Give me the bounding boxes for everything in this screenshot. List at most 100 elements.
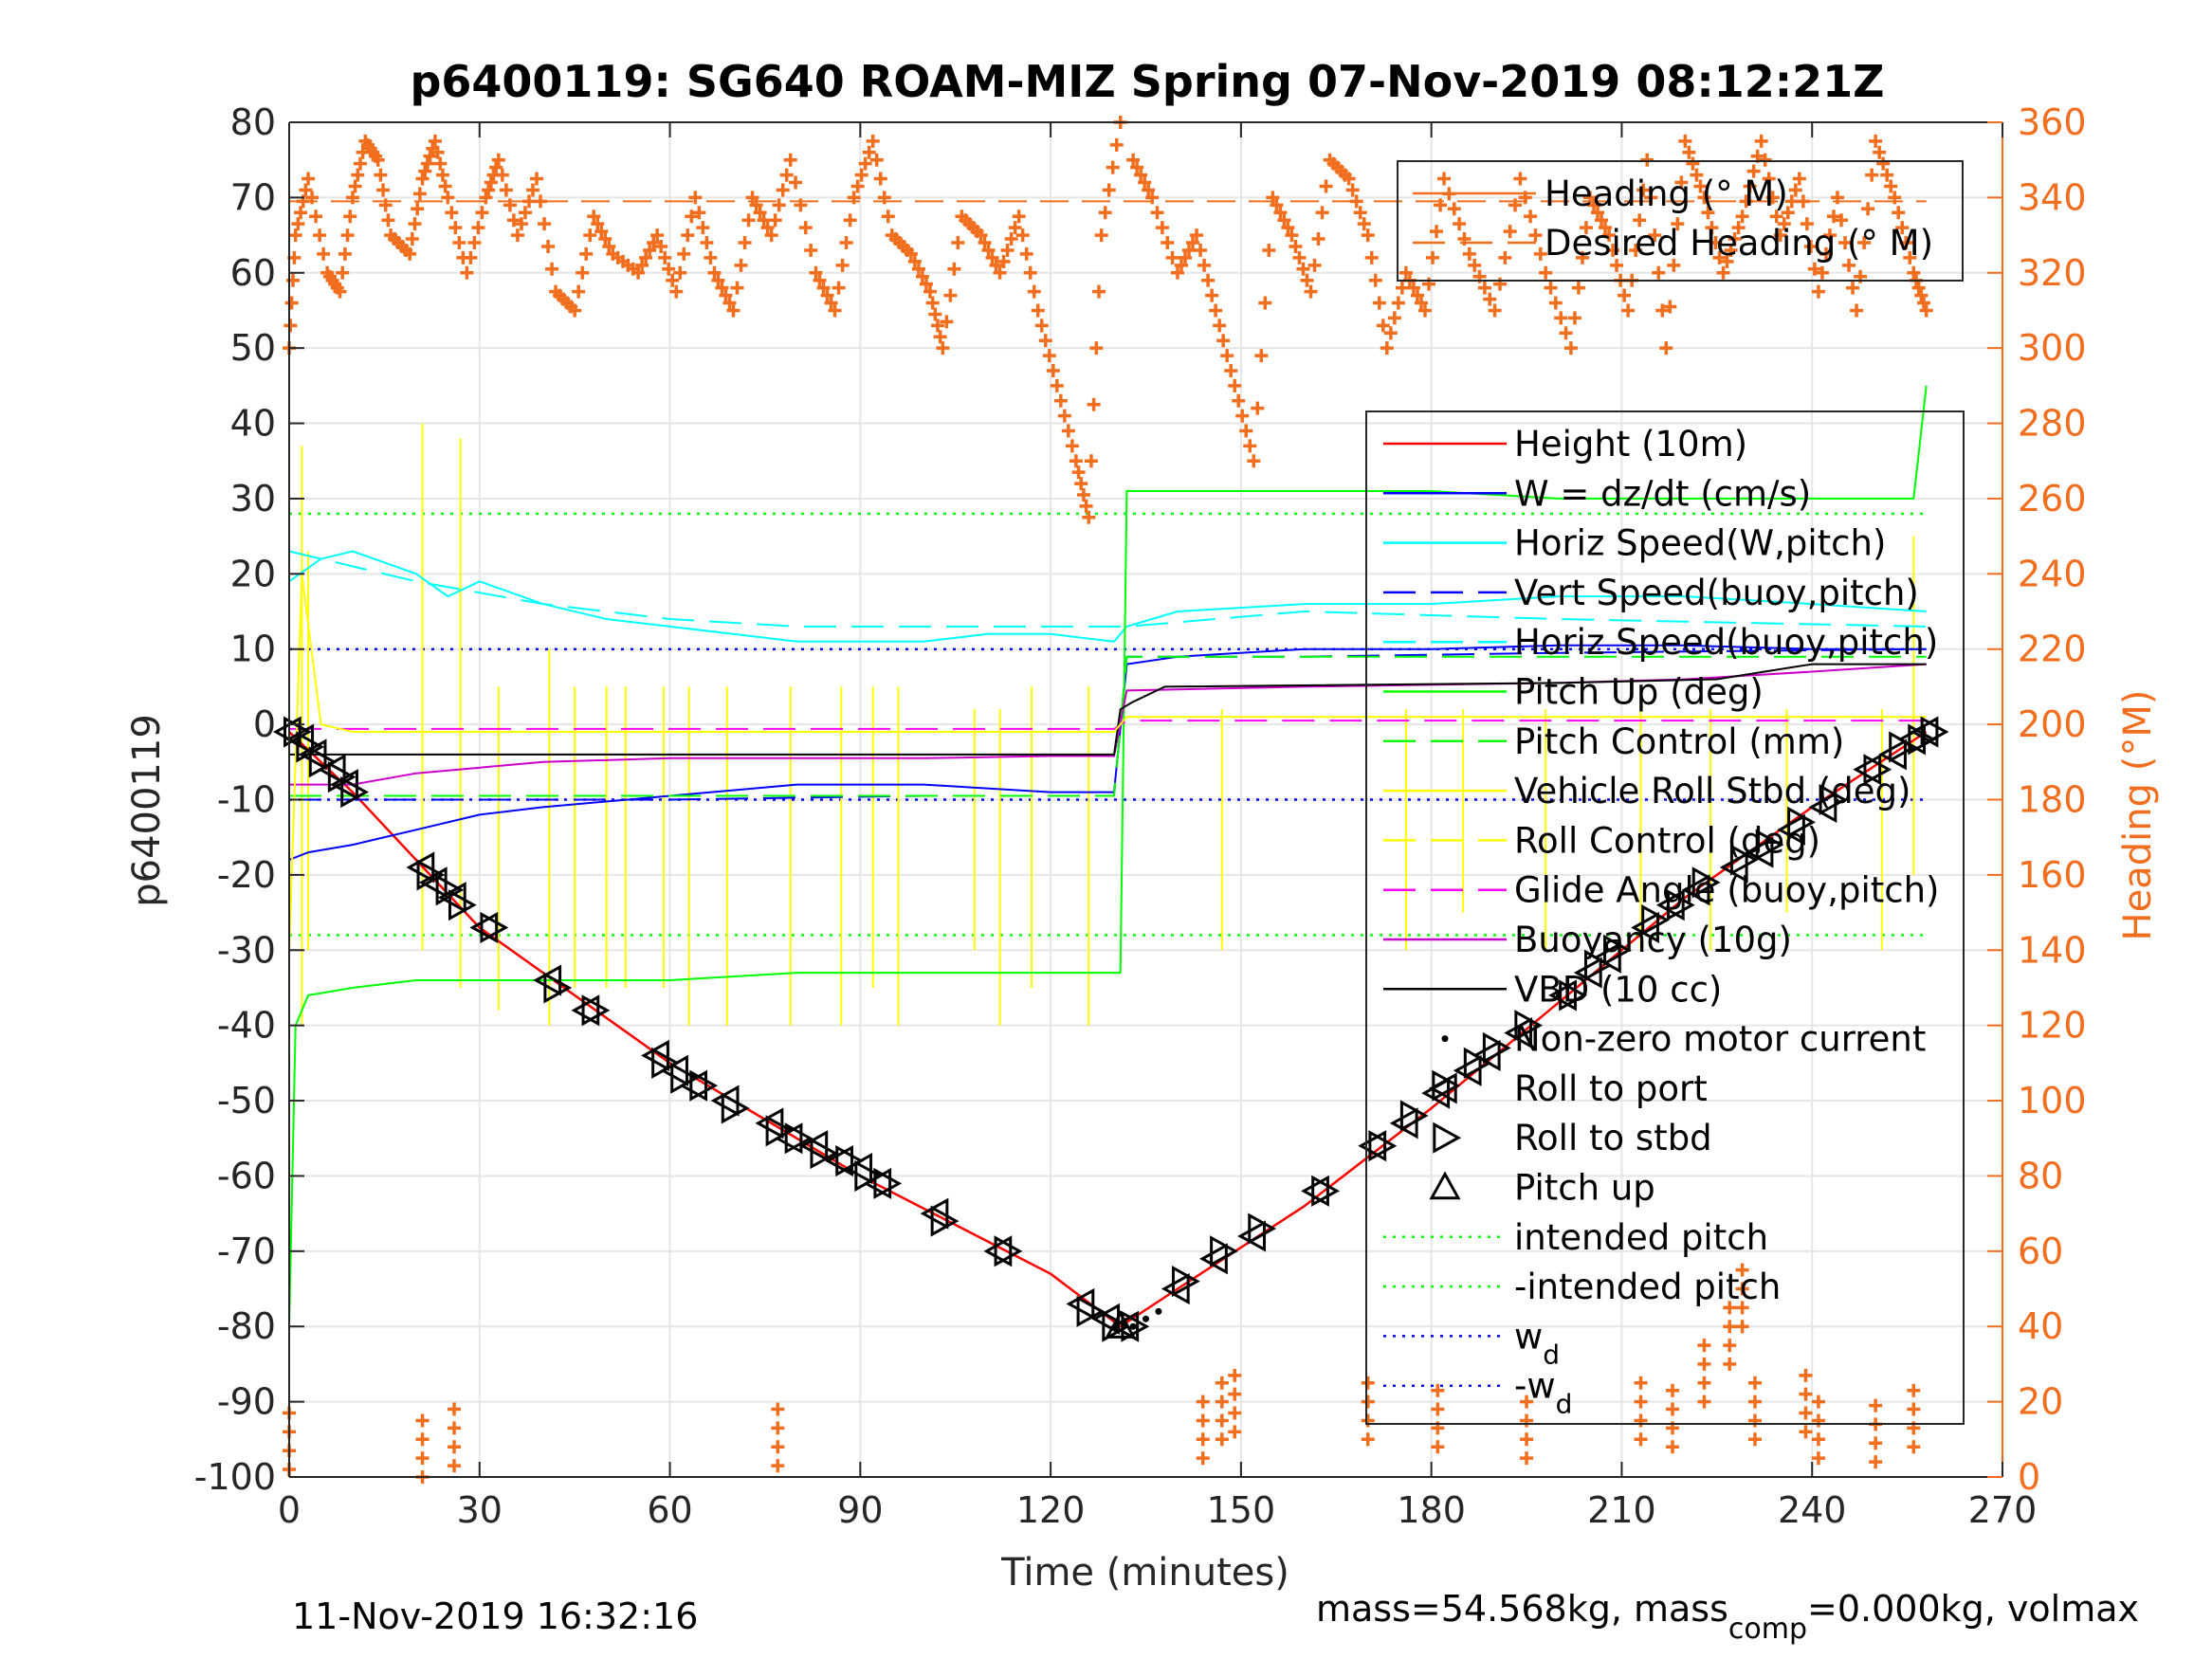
y2-tick-label: 40 (2018, 1305, 2063, 1347)
roll-to-stbd-marker (1819, 783, 1848, 816)
heading-point (1861, 202, 1875, 216)
heading-point (371, 153, 385, 167)
heading-point (1015, 228, 1030, 243)
legend-label-horiz-speed-w-pitch: Horiz Speed(W,pitch) (1514, 523, 1886, 564)
roll-to-port-marker (1066, 1287, 1095, 1320)
heading-point (666, 273, 680, 287)
heading-point (1076, 487, 1090, 501)
heading-point (1723, 1320, 1737, 1334)
roll-to-port-marker (406, 851, 435, 884)
heading-point (1781, 206, 1795, 220)
heading-point (1498, 250, 1512, 264)
roll-to-stbd-marker (1755, 829, 1784, 861)
y-tick-label: 30 (230, 478, 276, 520)
heading-point (1765, 191, 1780, 205)
roll-to-stbd-marker (873, 1167, 903, 1199)
heading-point (1888, 191, 1902, 205)
heading-point (1213, 319, 1227, 333)
heading-point (317, 246, 331, 261)
legend-label-desired-heading-m: Desired Heading (° M) (1545, 223, 1933, 264)
heading-point (1215, 1413, 1229, 1428)
heading-point (809, 265, 823, 280)
heading-point (904, 246, 918, 261)
legend-label-pitch-up-deg: Pitch Up (deg) (1514, 672, 1764, 713)
heading-point (441, 191, 455, 205)
heading-point (1430, 225, 1444, 239)
heading-point (1811, 284, 1825, 299)
heading-point (1205, 288, 1219, 302)
heading-point (1819, 246, 1833, 261)
heading-point (915, 269, 929, 283)
heading-point (1595, 213, 1609, 228)
heading-point (1220, 349, 1234, 363)
chart-title: p6400119: SG640 ROAM-MIZ Spring 07-Nov-2… (410, 56, 1884, 107)
heading-point (428, 134, 442, 148)
heading-point (1027, 284, 1041, 299)
heading-point (1528, 228, 1543, 243)
heading-point (448, 1402, 462, 1416)
heading-point (1747, 1395, 1762, 1409)
heading-point (1682, 145, 1696, 159)
heading-point (336, 265, 350, 280)
roll-to-stbd-marker (784, 1122, 814, 1155)
x-tick-label: 150 (1207, 1489, 1276, 1531)
x-tick-label: 60 (647, 1489, 692, 1531)
heading-point (1165, 250, 1179, 264)
legend-swatch-non-zero-motor-current (1441, 1035, 1449, 1043)
heading-point (576, 265, 590, 280)
heading-point (1559, 326, 1573, 340)
heading-point (862, 145, 876, 159)
heading-point (1799, 1406, 1813, 1420)
y-tick-label: -10 (217, 779, 276, 821)
series-horiz-speed-w-pitch (288, 550, 1927, 643)
roll-to-stbd-marker (1641, 903, 1670, 937)
heading-point (760, 221, 775, 235)
heading-point (996, 254, 1011, 268)
heading-point (309, 210, 323, 224)
y-tick-label: 50 (230, 327, 276, 369)
heading-point (1739, 194, 1753, 209)
heading-point (824, 296, 838, 310)
heading-point (1800, 217, 1814, 231)
heading-point (378, 198, 393, 212)
heading-point (1406, 281, 1420, 295)
heading-point (1838, 236, 1853, 250)
heading-point (1857, 236, 1872, 250)
heading-point (1074, 477, 1088, 491)
heading-point (1792, 172, 1806, 186)
heading-point (951, 236, 965, 250)
heading-point (1648, 228, 1662, 243)
heading-point (1652, 265, 1666, 280)
heading-point (828, 303, 842, 318)
heading-point (1084, 454, 1098, 468)
heading-point (704, 250, 718, 264)
roll-to-port-marker (469, 911, 499, 944)
heading-point (928, 307, 942, 321)
heading-point (1773, 228, 1787, 243)
heading-point (381, 213, 395, 228)
heading-point (1743, 179, 1757, 193)
heading-point (430, 145, 445, 159)
heading-point (1483, 292, 1497, 306)
y2-tick-label: 280 (2018, 403, 2087, 445)
heading-point (1228, 1406, 1242, 1420)
roll-to-stbd-marker (581, 994, 611, 1027)
heading-point (1417, 303, 1432, 318)
roll-to-stbd-marker (721, 1092, 750, 1124)
roll-to-stbd-marker (1920, 716, 1949, 748)
y2-tick-label: 100 (2018, 1080, 2087, 1121)
heading-point (1636, 183, 1651, 197)
heading-point (1247, 454, 1261, 468)
heading-point (495, 168, 509, 182)
heading-point (1031, 303, 1045, 318)
heading-point (405, 232, 419, 246)
heading-point (635, 258, 649, 272)
heading-point (1895, 221, 1910, 235)
legend-label-pitch-control-mm: Pitch Control (mm) (1514, 721, 1844, 762)
heading-point (1746, 164, 1761, 178)
y-tick-label: 70 (230, 176, 276, 218)
heading-point (1610, 258, 1624, 272)
heading-point (530, 172, 544, 186)
series-vehicle-roll-stbd-deg (288, 574, 1927, 951)
